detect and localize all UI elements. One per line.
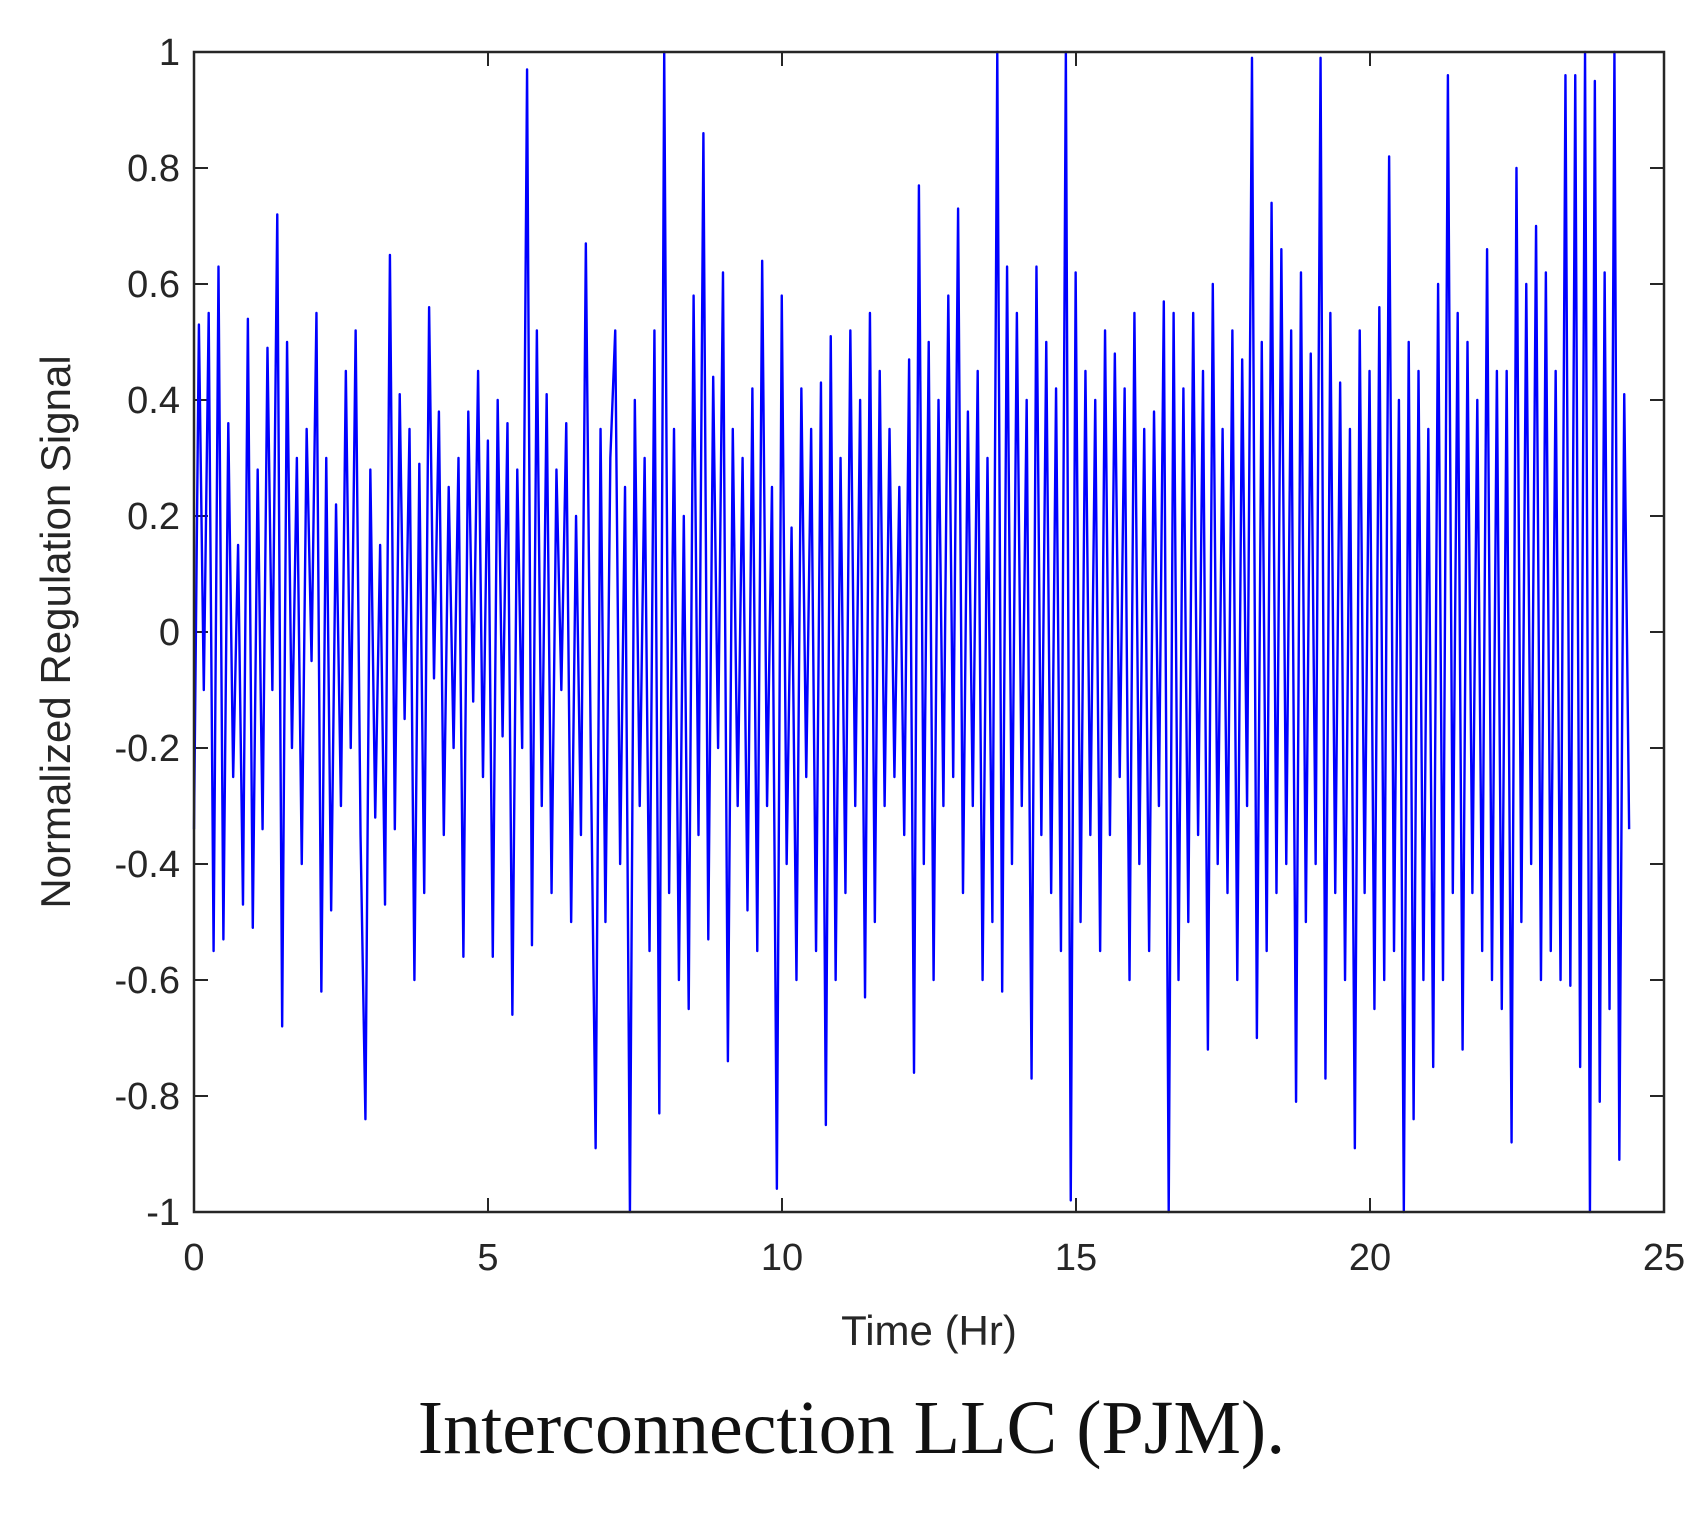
- y-tick-label: -1: [146, 1192, 180, 1234]
- x-axis-label: Time (Hr): [841, 1307, 1017, 1354]
- plot-frame: [192, 50, 1666, 1214]
- y-tick-label: 0: [159, 612, 180, 654]
- signal-series-line: [192, 50, 1631, 1214]
- y-tick-label: 0.4: [127, 380, 180, 422]
- y-tick-label: 0.8: [127, 148, 180, 190]
- y-tick-label: -0.8: [115, 1076, 180, 1118]
- y-tick-label: 0.6: [127, 264, 180, 306]
- figure-caption: Interconnection LLC (PJM).: [417, 1386, 1286, 1470]
- plot-area: [194, 52, 1664, 1212]
- x-tick-label: 20: [1349, 1237, 1391, 1279]
- y-tick-label: -0.4: [115, 844, 180, 886]
- y-tick-label: 0.2: [127, 496, 180, 538]
- x-tick-label: 0: [183, 1237, 204, 1279]
- y-tick-label: -0.2: [115, 728, 180, 770]
- series-group: [192, 50, 1631, 1214]
- x-tick-label: 25: [1643, 1237, 1685, 1279]
- x-tick-label: 10: [761, 1237, 803, 1279]
- y-tick-label: -0.6: [115, 960, 180, 1002]
- y-tick-label: 1: [159, 32, 180, 74]
- y-axis-ticks: -1 -0.8 -0.6 -0.4 -0.2 0 0.2 0.4 0.6 0.8 1: [115, 32, 1664, 1234]
- x-tick-label: 5: [477, 1237, 498, 1279]
- x-tick-label: 15: [1055, 1237, 1097, 1279]
- y-axis-label: Normalized Regulation Signal: [32, 355, 79, 908]
